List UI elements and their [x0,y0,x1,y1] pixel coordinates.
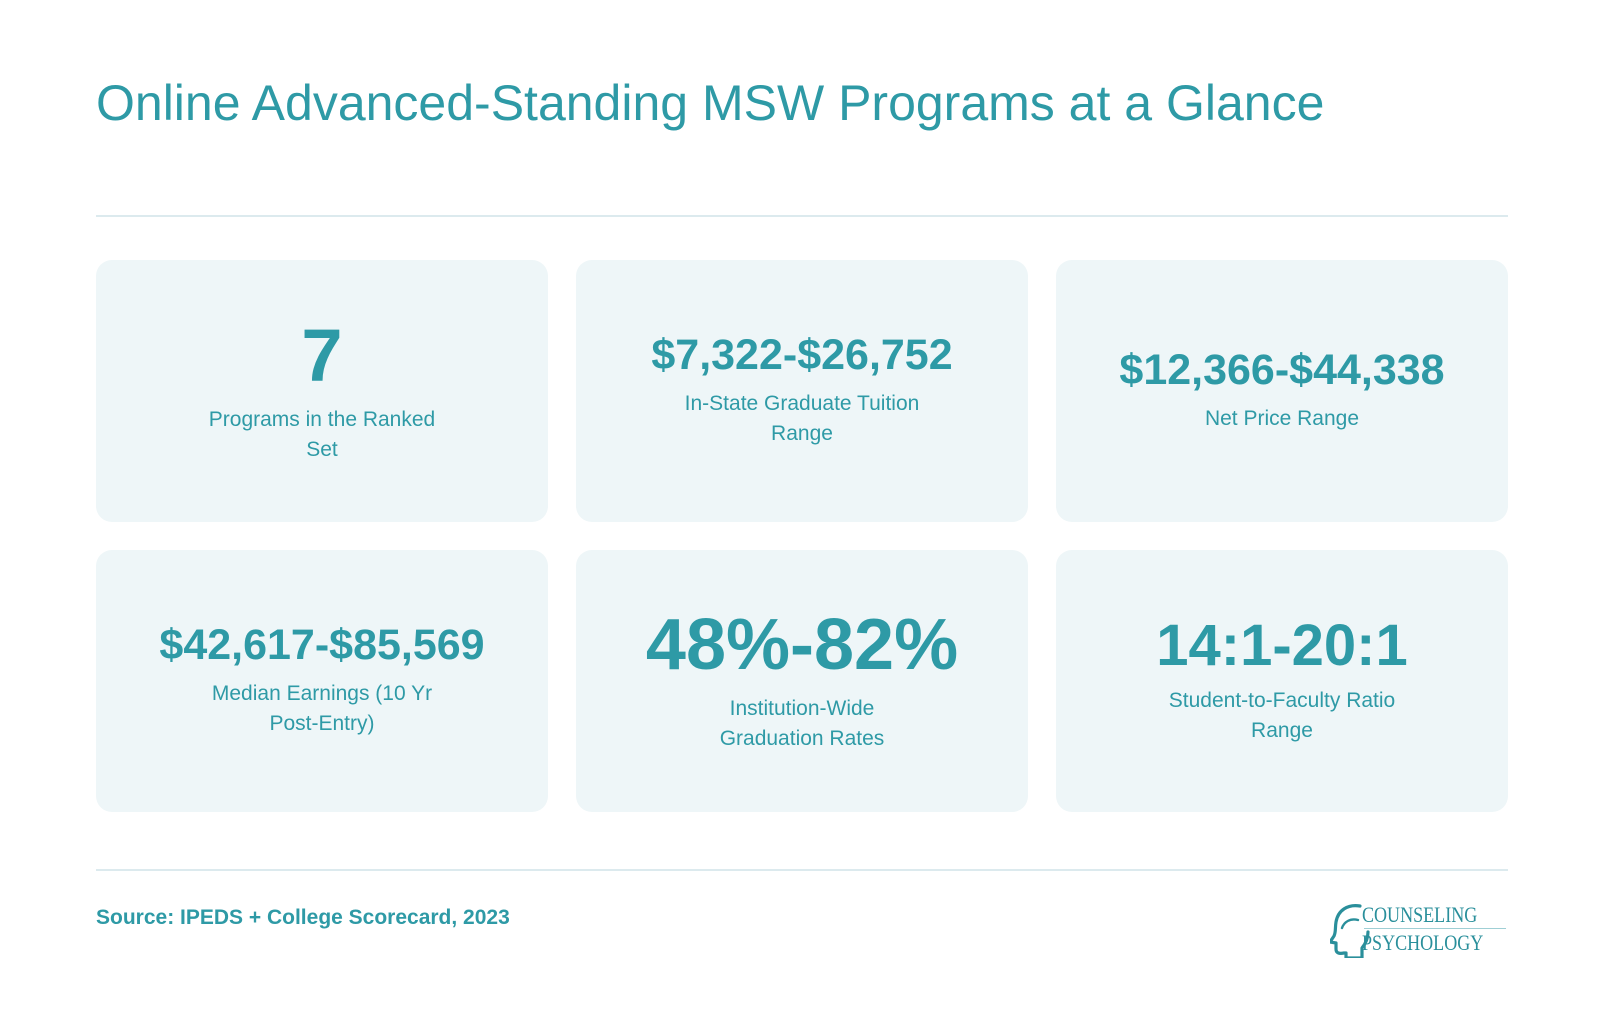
stats-grid: 7 Programs in the Ranked Set $7,322-$26,… [96,260,1508,812]
stat-card-net-price: $12,366-$44,338 Net Price Range [1056,260,1508,522]
page-title: Online Advanced-Standing MSW Programs at… [96,75,1325,131]
stat-card-programs: 7 Programs in the Ranked Set [96,260,548,522]
stat-label: Institution-Wide Graduation Rates [719,696,885,750]
logo-text-line2: PSYCHOLOGY [1362,930,1484,955]
head-profile-icon [1330,904,1370,958]
stat-label: Programs in the Ranked Set [208,407,436,461]
stat-card-tuition: $7,322-$26,752 In-State Graduate Tuition… [576,260,1028,522]
stat-value: 7 [301,314,343,398]
stat-value: 14:1-20:1 [1156,612,1408,678]
top-divider [96,215,1508,217]
stat-card-ratio: 14:1-20:1 Student-to-Faculty Ratio Range [1056,550,1508,812]
stat-value: $42,617-$85,569 [159,621,485,670]
source-note: Source: IPEDS + College Scorecard, 2023 [96,906,510,929]
stat-value: $12,366-$44,338 [1119,346,1445,395]
stat-value: 48%-82% [645,605,959,686]
stat-label: Net Price Range [1204,406,1360,430]
bottom-divider [96,869,1508,871]
stat-card-earnings: $42,617-$85,569 Median Earnings (10 Yr P… [96,550,548,812]
logo-text-line1: COUNSELING [1362,902,1478,927]
counseling-psychology-logo: COUNSELING PSYCHOLOGY [1330,900,1508,960]
stat-label: Median Earnings (10 Yr Post-Entry) [211,681,433,735]
stat-label: Student-to-Faculty Ratio Range [1168,689,1396,743]
logo-divider [1364,928,1506,929]
stat-label: In-State Graduate Tuition Range [684,391,920,445]
stat-value: $7,322-$26,752 [651,331,953,380]
stat-card-graduation: 48%-82% Institution-Wide Graduation Rate… [576,550,1028,812]
